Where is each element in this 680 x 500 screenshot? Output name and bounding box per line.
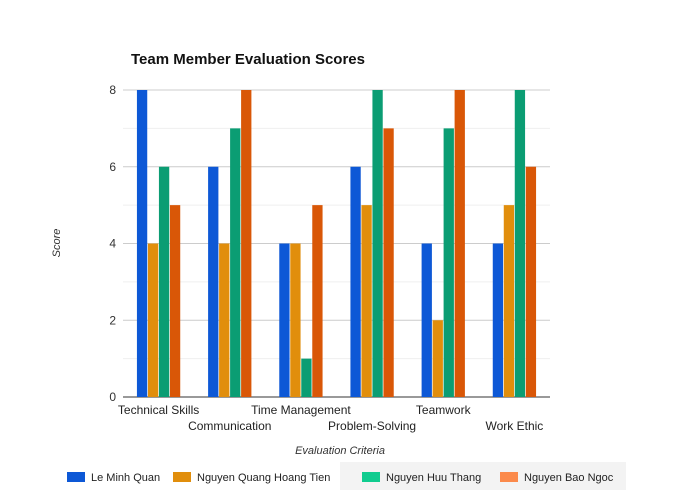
legend-highlight — [340, 462, 626, 490]
legend-swatch — [500, 472, 518, 482]
bar — [208, 166, 219, 397]
bar — [492, 243, 504, 397]
y-tick-label: 2 — [109, 313, 116, 327]
chart-title: Team Member Evaluation Scores — [131, 51, 365, 68]
y-axis-title: Score — [51, 229, 63, 258]
x-axis-categories: Technical Skills Communication Time Manage… — [118, 403, 543, 433]
bar — [372, 90, 383, 397]
x-category-label: Problem-Solving — [328, 419, 416, 433]
bar — [279, 243, 290, 397]
bar — [147, 243, 159, 397]
bar — [158, 166, 170, 397]
legend-swatch — [173, 472, 191, 482]
y-tick-label: 6 — [109, 160, 116, 174]
grid — [123, 89, 550, 398]
x-axis-title: Evaluation Criteria — [295, 445, 385, 457]
bar — [169, 205, 181, 397]
bar — [136, 90, 148, 397]
legend-label: Le Minh Quan — [91, 472, 160, 484]
y-axis-ticks: 0 2 4 6 8 — [109, 83, 116, 404]
bar — [241, 90, 252, 397]
bar — [514, 90, 526, 397]
bar — [312, 205, 323, 397]
x-category-label: Teamwork — [416, 403, 472, 417]
bar — [290, 243, 301, 397]
bar — [432, 320, 443, 397]
legend-label: Nguyen Huu Thang — [386, 472, 481, 484]
legend-label: Nguyen Bao Ngoc — [524, 472, 614, 484]
bar — [383, 128, 394, 397]
bar — [421, 243, 432, 397]
y-tick-label: 8 — [109, 83, 116, 97]
x-category-label: Technical Skills — [118, 403, 199, 417]
bar — [454, 90, 465, 397]
bar — [525, 166, 537, 397]
bars — [136, 90, 537, 397]
legend-swatch — [67, 472, 85, 482]
legend: Le Minh Quan Nguyen Quang Hoang Tien Nguye… — [67, 472, 614, 484]
y-tick-label: 4 — [109, 237, 116, 251]
x-category-label: Time Management — [251, 403, 351, 417]
x-category-label: Work Ethic — [486, 419, 544, 433]
x-category-label: Communication — [188, 419, 271, 433]
bar — [443, 128, 454, 397]
y-tick-label: 0 — [109, 390, 116, 404]
legend-swatch — [362, 472, 380, 482]
legend-label: Nguyen Quang Hoang Tien — [197, 472, 330, 484]
bar — [301, 358, 312, 397]
bar — [219, 243, 230, 397]
bar — [503, 205, 515, 397]
bar — [361, 205, 372, 397]
bar — [350, 166, 361, 397]
bar — [230, 128, 241, 397]
